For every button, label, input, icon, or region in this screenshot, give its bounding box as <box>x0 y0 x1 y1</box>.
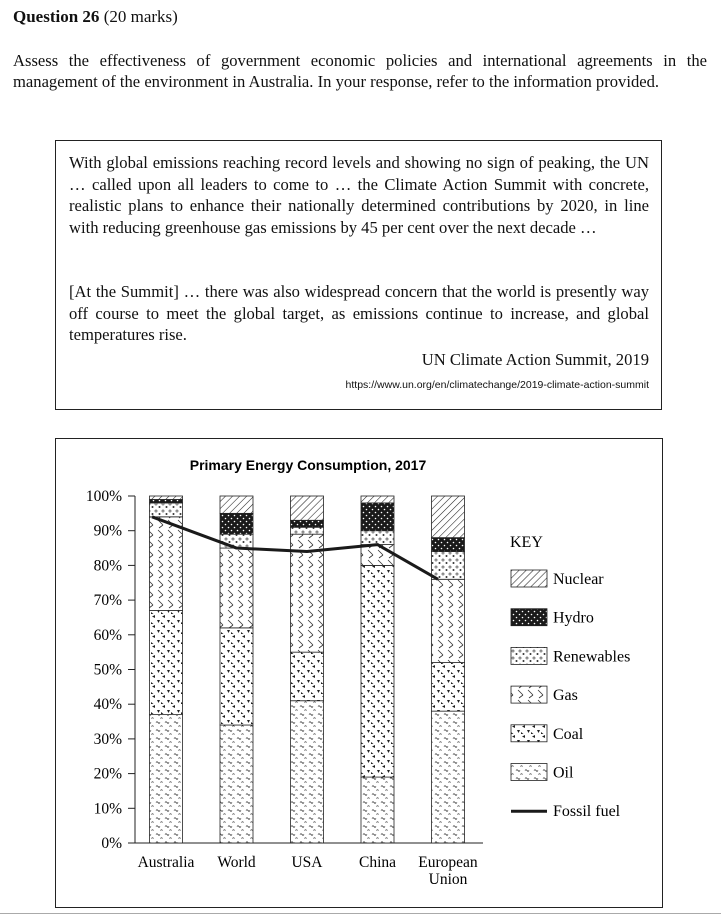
x-tick-label: European Union <box>418 854 478 888</box>
quote-paragraph-1: With global emissions reaching record le… <box>69 153 649 237</box>
question-marks: (20 marks) <box>103 7 178 26</box>
bar-segment-gas <box>290 533 324 653</box>
x-tick-label: Australia <box>138 854 195 871</box>
legend-label: Nuclear <box>553 571 604 588</box>
chart-box: Primary Energy Consumption, 2017 0% 10% 20… <box>55 438 663 908</box>
bar-segment-renewables <box>149 502 183 518</box>
legend-swatch-gas <box>510 685 548 704</box>
bar-segment-coal <box>360 565 395 778</box>
legend-swatch-oil <box>510 763 548 781</box>
bar-segment-coal <box>290 651 324 702</box>
question-prompt: Assess the effectiveness of government e… <box>13 51 707 91</box>
y-tick-label: 60% <box>94 627 123 644</box>
bar-segment-nuclear <box>290 495 324 521</box>
y-tick-label: 40% <box>94 696 123 713</box>
bar-segment-renewables <box>290 526 324 535</box>
bar-segment-nuclear <box>431 495 465 539</box>
bar-segment-renewables <box>360 530 395 545</box>
energy-chart: Primary Energy Consumption, 2017 0% 10% 20… <box>86 457 630 888</box>
bar-segment-nuclear <box>219 495 254 514</box>
bar-segment-oil <box>219 724 254 844</box>
bar-segment-hydro <box>149 499 183 504</box>
legend-swatch-nuclear <box>510 569 548 588</box>
legend-swatch-coal <box>510 724 548 743</box>
bar-segment-nuclear <box>360 495 395 504</box>
bar-segment-oil <box>360 776 395 844</box>
x-tick-label: USA <box>291 854 323 871</box>
legend-title: KEY <box>510 534 543 551</box>
bar-segment-coal <box>149 610 183 716</box>
legend-swatch-hydro <box>510 608 548 627</box>
bar-segment-hydro <box>219 512 254 535</box>
bar-segment-hydro <box>290 519 324 528</box>
quote-url: https://www.un.org/en/climatechange/2019… <box>345 379 649 391</box>
bar-segment-oil <box>431 710 465 844</box>
bar-segment-gas <box>149 516 183 611</box>
legend-label: Fossil fuel <box>553 803 621 820</box>
y-tick-label: 70% <box>94 592 123 609</box>
y-tick-label: 20% <box>94 766 123 783</box>
y-tick-label: 10% <box>94 800 123 817</box>
legend-label: Coal <box>553 726 584 743</box>
y-tick-label: 30% <box>94 731 123 748</box>
quote-source: UN Climate Action Summit, 2019 <box>421 350 649 369</box>
bar-segment-coal <box>431 662 465 712</box>
fossil-fuel-line <box>151 515 439 581</box>
bar-segment-coal <box>219 627 254 726</box>
legend-label: Hydro <box>553 610 594 627</box>
page-divider <box>0 913 721 914</box>
bar-segment-renewables <box>431 551 465 580</box>
x-tick-label: World <box>217 854 256 871</box>
y-tick-label: 50% <box>94 662 123 679</box>
bar-segment-oil <box>290 700 324 844</box>
chart-title: Primary Energy Consumption, 2017 <box>190 457 427 473</box>
x-tick-label: China <box>359 854 396 871</box>
y-tick-label: 0% <box>101 835 122 852</box>
question-heading: Question 26 (20 marks) <box>13 7 178 27</box>
legend-swatch-renewables <box>510 646 548 665</box>
bar-segment-renewables <box>219 533 254 549</box>
legend-label: Gas <box>553 687 578 704</box>
legend-label: Oil <box>553 765 574 782</box>
y-tick-label: 80% <box>94 557 123 574</box>
bar-segment-hydro <box>431 537 465 552</box>
bar-segment-gas <box>431 578 465 663</box>
question-number: Question 26 <box>13 7 100 26</box>
bar-segment-nuclear <box>149 495 183 500</box>
bar-segment-hydro <box>360 502 395 532</box>
bar-segment-gas <box>360 544 395 566</box>
y-tick-label: 100% <box>86 488 122 505</box>
legend-label: Renewables <box>553 648 630 665</box>
bar-segment-oil <box>149 714 183 844</box>
quote-paragraph-2: [At the Summit] … there was also widespr… <box>69 282 649 344</box>
y-tick-label: 90% <box>94 523 123 540</box>
quote-box: With global emissions reaching record le… <box>55 140 662 410</box>
bar-segment-gas <box>219 547 254 629</box>
